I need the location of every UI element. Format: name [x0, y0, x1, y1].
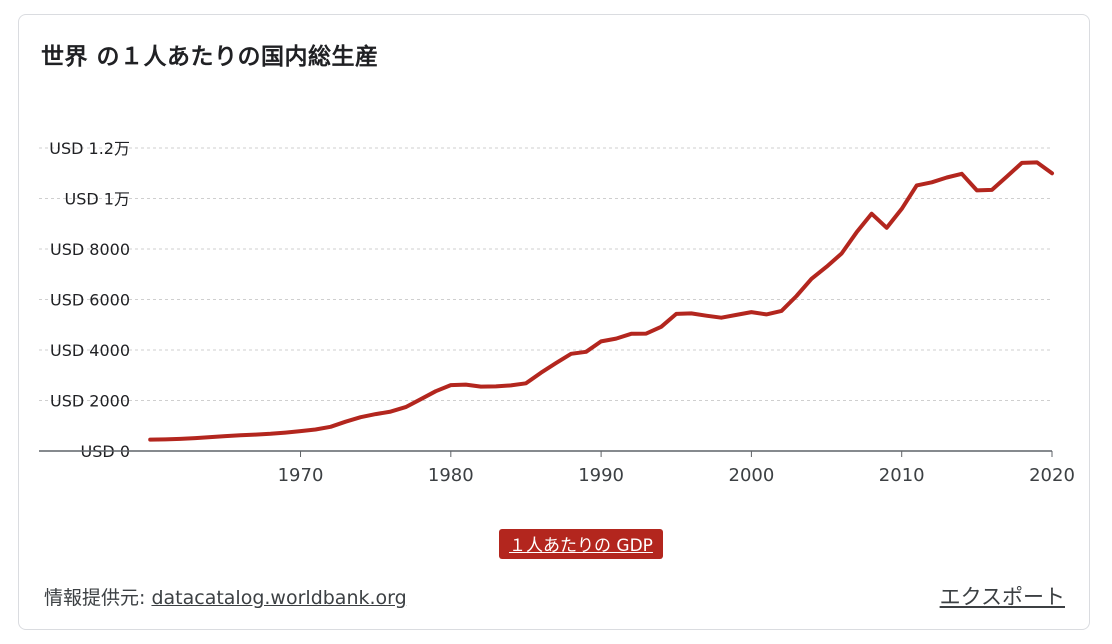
x-tick-label: 1970 — [278, 465, 324, 486]
legend-series-button[interactable]: １人あたりの GDP — [499, 529, 663, 559]
x-tick-label: 1990 — [578, 465, 624, 486]
y-tick-label: USD 4000 — [50, 341, 130, 360]
x-tick-label: 2020 — [1029, 465, 1075, 486]
series-line — [148, 160, 1054, 442]
y-tick-label: USD 1万 — [65, 190, 130, 209]
source-attribution: 情報提供元: datacatalog.worldbank.org — [44, 583, 407, 610]
y-tick-label: USD 1.2万 — [49, 139, 130, 158]
export-link[interactable]: エクスポート — [939, 585, 1065, 609]
y-tick-label: USD 6000 — [50, 291, 130, 310]
source-label: 情報提供元: — [44, 587, 146, 609]
x-tick-label: 1980 — [428, 465, 474, 486]
chart-card: 世界 の１人あたりの国内総生産 USD 0 USD 2000 USD 4000 USD… — [18, 14, 1090, 630]
x-tick-label: 2010 — [879, 465, 925, 486]
y-tick-label: USD 2000 — [50, 392, 130, 411]
source-link[interactable]: datacatalog.worldbank.org — [151, 587, 407, 609]
y-tick-label: USD 8000 — [50, 240, 130, 259]
chart-title: 世界 の１人あたりの国内総生産 — [41, 44, 379, 70]
x-tick-label: 2000 — [729, 465, 775, 486]
